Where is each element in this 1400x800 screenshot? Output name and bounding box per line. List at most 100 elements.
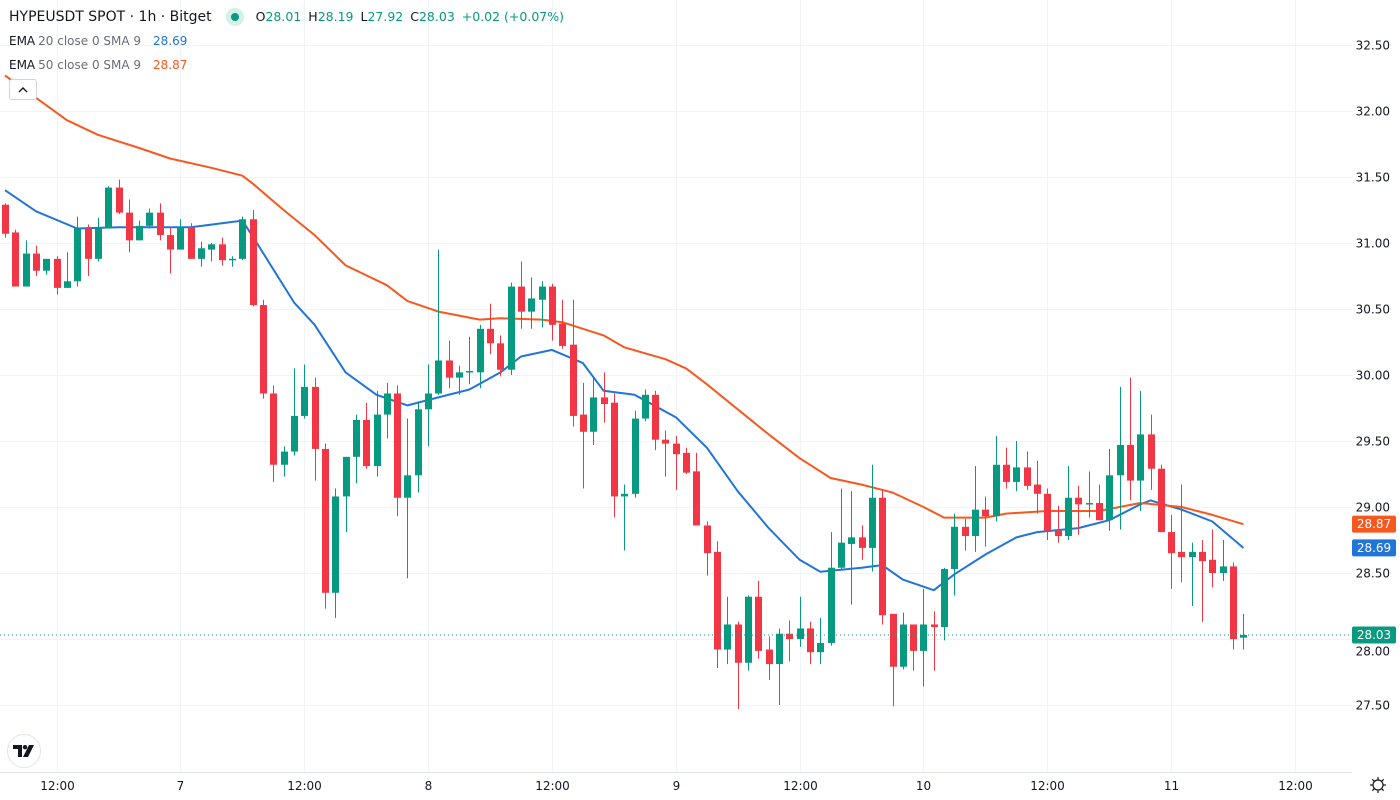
candle-body xyxy=(570,344,577,416)
candle-body xyxy=(580,414,587,432)
candle xyxy=(270,385,277,482)
candles xyxy=(2,179,1247,709)
candle-body xyxy=(1230,566,1237,639)
ema-line xyxy=(4,74,1244,526)
candle xyxy=(260,299,267,399)
time-tick-label: 8 xyxy=(425,779,433,793)
candle-body xyxy=(188,227,195,259)
candle xyxy=(64,252,71,288)
tradingview-logo[interactable] xyxy=(7,734,41,768)
candle xyxy=(394,385,401,517)
candle-body xyxy=(797,628,804,639)
candle-body xyxy=(817,642,824,653)
candle-body xyxy=(1209,559,1216,573)
candle-body xyxy=(12,232,19,287)
ema20-price-badge: 28.69 xyxy=(1352,539,1396,557)
candle-body xyxy=(1220,566,1227,573)
candle xyxy=(559,299,566,349)
candle-body xyxy=(879,497,886,616)
candle-body xyxy=(621,493,628,497)
ohlc-open: O28.01 xyxy=(255,9,302,24)
candle xyxy=(982,496,989,547)
candle-body xyxy=(281,451,288,465)
candle xyxy=(239,216,246,261)
candle-body xyxy=(1024,467,1031,486)
candle-body xyxy=(673,443,680,455)
candle xyxy=(425,364,432,447)
candle xyxy=(766,636,773,680)
indicator-ema50[interactable]: EMA 50 close 0 SMA 9 28.87 xyxy=(9,58,188,72)
time-tick-label: 10 xyxy=(916,779,931,793)
candle xyxy=(281,446,288,477)
candle xyxy=(621,484,628,551)
candle-body xyxy=(312,386,319,449)
price-tick-label: 32.00 xyxy=(1356,105,1390,119)
candle xyxy=(343,456,350,533)
candle-body xyxy=(1055,530,1062,537)
candle xyxy=(962,518,969,551)
candle-body xyxy=(972,509,979,537)
candle-body xyxy=(786,633,793,639)
price-tick-label: 30.50 xyxy=(1356,303,1390,317)
candle xyxy=(198,241,205,267)
gear-icon[interactable] xyxy=(1369,776,1387,794)
time-axis[interactable]: 12:00 7 12:00 8 12:00 9 12:00 10 12:00 11 12:00 xyxy=(40,779,1313,793)
candle xyxy=(312,377,319,481)
price-badges: 28.87 28.69 28.03 xyxy=(1352,515,1396,644)
ema20-price-badge-bg xyxy=(1352,539,1396,557)
time-tick-label: 12:00 xyxy=(535,779,570,793)
candle-body xyxy=(518,286,525,312)
candle-body xyxy=(714,551,721,650)
candle xyxy=(890,613,897,707)
candle-body xyxy=(1137,434,1144,481)
candle-body xyxy=(229,258,236,261)
candle xyxy=(33,245,40,276)
candle-body xyxy=(353,419,360,457)
candle xyxy=(859,525,866,560)
candle-body xyxy=(43,258,50,271)
candle-body xyxy=(239,219,246,259)
candle-body xyxy=(198,248,205,259)
collapse-legend-button[interactable] xyxy=(9,79,37,100)
candle xyxy=(219,237,226,266)
candle-body xyxy=(755,596,762,651)
candle-body xyxy=(301,386,308,416)
candle-body xyxy=(136,225,143,241)
candle xyxy=(1034,460,1041,514)
candle-body xyxy=(322,448,329,593)
time-tick-label: 12:00 xyxy=(1278,779,1313,793)
price-tick-label: 28.00 xyxy=(1356,645,1390,659)
candle xyxy=(167,227,174,274)
candle xyxy=(776,628,783,705)
candle xyxy=(828,532,835,646)
candle-body xyxy=(993,464,1000,517)
indicator-ema20[interactable]: EMA 20 close 0 SMA 9 28.69 xyxy=(9,34,188,48)
candle xyxy=(900,612,907,670)
time-tick-label: 7 xyxy=(177,779,185,793)
candle xyxy=(374,390,381,477)
candle xyxy=(528,277,535,329)
price-axis[interactable]: 32.50 32.00 31.50 31.00 30.50 30.00 29.50 29.00… xyxy=(1356,39,1390,713)
tradingview-logo-icon xyxy=(13,745,34,757)
candle-body xyxy=(549,286,556,325)
candle-body xyxy=(394,393,401,498)
candle-body xyxy=(766,649,773,665)
candle-body xyxy=(1106,475,1113,521)
symbol-title[interactable]: HYPEUSDT SPOT · 1h · Bitget xyxy=(9,9,212,25)
ema50-price-badge: 28.87 xyxy=(1352,515,1396,533)
candle xyxy=(363,402,370,469)
candle-body xyxy=(1127,444,1134,481)
candle xyxy=(1230,562,1237,650)
candle-body xyxy=(477,328,484,373)
candle xyxy=(1220,540,1227,581)
grid-lines xyxy=(0,0,1352,772)
candle xyxy=(126,199,133,253)
time-tick-label: 12:00 xyxy=(287,779,322,793)
candle-body xyxy=(1044,493,1051,531)
candle-body xyxy=(941,569,948,628)
candle xyxy=(1127,377,1134,501)
candle-body xyxy=(838,542,845,568)
candle xyxy=(714,541,721,669)
candle xyxy=(611,393,618,518)
